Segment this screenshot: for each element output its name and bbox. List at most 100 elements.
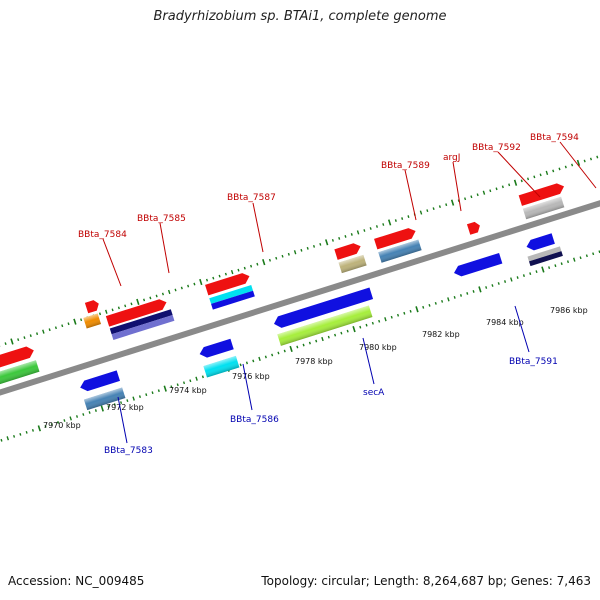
scale-tick [174, 288, 177, 292]
scale-tick [138, 395, 141, 399]
scale-tick [167, 289, 171, 295]
scale-label: 7982 kbp [422, 330, 460, 339]
gene-label: BBta_7586 [230, 415, 279, 425]
scale-tick [67, 322, 70, 326]
scale-tick [447, 297, 450, 302]
gene-bbta-7583[interactable] [79, 370, 126, 411]
gene-label: BBta_7594 [530, 133, 579, 143]
accession-text: Accession: NC_009485 [8, 574, 145, 588]
scale-tick [495, 187, 498, 191]
scale-tick [554, 264, 557, 268]
scale-tick [44, 425, 47, 428]
scale-tick [25, 430, 28, 434]
scale-tick [275, 256, 278, 260]
scale-tick [289, 345, 293, 353]
scale-tick [105, 309, 108, 314]
scale-tick [245, 361, 249, 365]
scale-tick [230, 269, 234, 275]
scale-tick [155, 294, 158, 298]
scale-tick [277, 351, 280, 355]
scale-tick [212, 276, 215, 280]
scale-tick [390, 315, 393, 319]
gene-seca[interactable] [272, 287, 378, 346]
gene-bbta-7592[interactable] [466, 221, 482, 235]
scale-tick [526, 177, 530, 181]
scale-tick [80, 318, 83, 322]
scale-tick [252, 359, 255, 363]
gene-bbta-7591[interactable] [452, 252, 503, 278]
gene-labels-top: BBta_7584 BBta_7585 BBta_7587 BBta_7589 … [78, 133, 597, 287]
scale-tick [189, 379, 192, 383]
scale-tick [306, 246, 309, 250]
scale-tick [513, 179, 518, 186]
scale-tick [535, 270, 538, 274]
scale-tick [583, 159, 586, 163]
scale-tick [450, 199, 455, 206]
scale-tick [237, 268, 240, 272]
scale-tick [564, 165, 567, 169]
scale-tick [243, 266, 246, 270]
scale-tick [503, 280, 507, 283]
scale-tick [426, 209, 429, 213]
scale-tick [589, 157, 593, 161]
gene-unnamed-green[interactable] [0, 345, 40, 393]
scale-tick [375, 225, 379, 228]
scale-tick [73, 318, 77, 325]
scale-tick [520, 179, 523, 183]
scale-tick [63, 419, 66, 422]
topology-summary: Topology: circular; Length: 8,264,687 bp… [261, 574, 591, 588]
scale-tick [576, 159, 581, 167]
scale-tick [300, 248, 303, 252]
scale-tick [319, 242, 322, 246]
scale-tick [37, 425, 41, 432]
scale-tick [472, 290, 475, 293]
scale-tick [369, 227, 372, 230]
gene-bbta-7594[interactable] [518, 182, 570, 220]
gene-bbta-7589[interactable] [334, 242, 367, 274]
scale-tick [17, 338, 20, 342]
gene-bbta-7593[interactable] [523, 232, 563, 267]
gene-bbta-7585[interactable] [105, 297, 175, 340]
scale-tick [560, 262, 563, 266]
scale-tick [394, 219, 397, 222]
scale-tick [489, 189, 492, 193]
gene-bbta-7587[interactable] [205, 271, 256, 310]
scale-tick [258, 356, 261, 362]
scale-tick [356, 230, 360, 235]
scale-tick [415, 306, 419, 313]
scale-tick [344, 235, 347, 238]
scale-tick [239, 363, 242, 367]
scale-tick [346, 329, 349, 333]
gene-bbta-7586[interactable] [198, 338, 240, 378]
scale-tick [157, 389, 160, 393]
scale-tick [82, 413, 85, 416]
scale-tick [312, 244, 316, 248]
scale-tick [501, 185, 504, 189]
scale-tick [69, 416, 72, 421]
scale-tick [256, 262, 259, 266]
gene-bbta-7584[interactable] [79, 299, 105, 329]
scale-tick [36, 332, 39, 336]
scale-tick [88, 411, 91, 414]
scale-tick [382, 223, 385, 226]
scale-tick [180, 286, 183, 290]
scale-tick [163, 385, 167, 392]
scale-tick [545, 170, 549, 175]
tick-track-top [0, 155, 599, 347]
scale-tick [596, 155, 599, 159]
scale-tick [338, 237, 341, 240]
scale-tick [422, 305, 425, 309]
scale-tick [182, 381, 186, 385]
gene-label: BBta_7584 [78, 230, 127, 240]
scale-tick [0, 438, 3, 442]
scale-tick [287, 252, 290, 256]
scale-tick [224, 272, 227, 276]
gene-argj[interactable] [374, 226, 422, 263]
scale-tick [459, 294, 463, 297]
scale-tick [302, 343, 305, 347]
scale-tick [126, 399, 129, 403]
scale-tick [218, 274, 221, 278]
scale-tick [130, 302, 133, 306]
gene-label: BBta_7591 [509, 357, 558, 367]
